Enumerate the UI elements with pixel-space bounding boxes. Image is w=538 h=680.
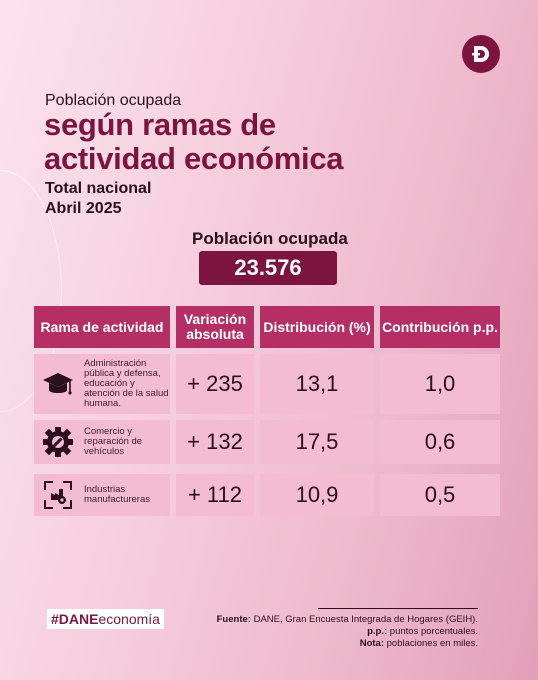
graduation-cap-icon xyxy=(40,366,76,402)
column-header-variation: Variación absoluta xyxy=(176,306,254,348)
column-header-distribution: Distribución (%) xyxy=(260,306,374,348)
table-row-1-distribution: 13,1 xyxy=(260,354,374,414)
hashtag-badge: #DANEeconomía xyxy=(47,609,164,629)
pp-text: puntos porcentuales. xyxy=(387,626,478,637)
source-label: Fuente: xyxy=(216,614,251,625)
table-row-1-branch: Administración pública y defensa, educac… xyxy=(34,354,170,414)
column-header-contribution: Contribución p.p. xyxy=(380,306,500,348)
population-note: Nota: poblaciones en miles. xyxy=(360,638,478,649)
table-row-3-variation: + 112 xyxy=(176,474,254,516)
table-row-1-label: Administración pública y defensa, educac… xyxy=(84,358,169,409)
note-label: Nota: xyxy=(359,638,384,649)
source-note: Fuente: DANE, Gran Encuesta Integrada de… xyxy=(217,614,478,625)
pp-label: p.p.: xyxy=(367,626,388,637)
gear-wrench-icon xyxy=(40,424,76,460)
total-value: 23.576 xyxy=(199,251,337,285)
hashtag-rest: economía xyxy=(98,611,160,627)
table-row-1-contribution: 1,0 xyxy=(380,354,500,414)
table-row-3-distribution: 10,9 xyxy=(260,474,374,516)
column-header-branch: Rama de actividad xyxy=(34,306,170,348)
period-label: Abril 2025 xyxy=(45,200,122,217)
table-row-2-distribution: 17,5 xyxy=(260,420,374,464)
title-line-2: actividad económica xyxy=(44,141,344,176)
title-line-1: según ramas de xyxy=(44,107,276,142)
subtitle: Población ocupada xyxy=(45,92,182,109)
pp-note: p.p.: puntos porcentuales. xyxy=(367,626,478,637)
industry-cycle-icon xyxy=(40,477,76,513)
table-row-3-contribution: 0,5 xyxy=(380,474,500,516)
scope-block: Total nacional Abril 2025 xyxy=(45,179,151,219)
table-row-3-branch: Industrias manufactureras xyxy=(34,474,170,516)
table-row-2-contribution: 0,6 xyxy=(380,420,500,464)
note-text: poblaciones en miles. xyxy=(384,638,478,649)
dane-logo-icon xyxy=(462,35,500,73)
table-row-3-label: Industrias manufactureras xyxy=(84,484,151,505)
total-label: Población ocupada xyxy=(192,229,348,248)
table-row-1-variation: + 235 xyxy=(176,354,254,414)
table-row-2-label: Comercio y reparación de vehículos xyxy=(84,426,143,457)
page-title: según ramas de actividad económica xyxy=(44,107,344,176)
hashtag-bold: #DANE xyxy=(51,611,99,627)
table-row-2-branch: Comercio y reparación de vehículos xyxy=(34,420,170,464)
scope-label: Total nacional xyxy=(45,180,152,197)
footer-divider xyxy=(318,608,478,609)
source-text: DANE, Gran Encuesta Integrada de Hogares… xyxy=(250,614,478,625)
table-row-2-variation: + 132 xyxy=(176,420,254,464)
